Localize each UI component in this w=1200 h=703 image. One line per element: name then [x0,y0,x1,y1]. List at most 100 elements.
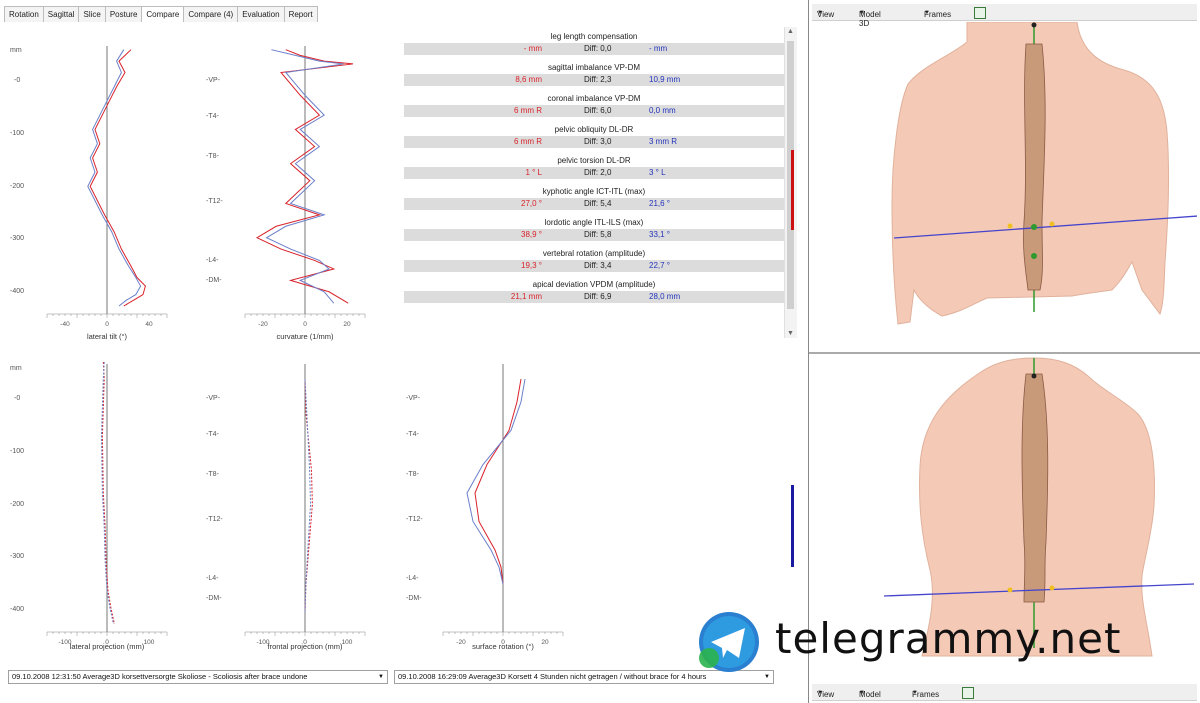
tab-compare-4[interactable]: Compare (4) [183,6,239,22]
metric-before-value: 6 mm R [514,106,542,115]
level-axis-top: -VP- -T4- -T8- -T12- -L4- -DM- [200,44,230,314]
pelvis-plane [893,215,1199,239]
view-toolbar-bottom: View ▼ Model ▼ Frames ▼ [812,684,1197,701]
scroll-down-icon[interactable]: ▼ [787,330,794,337]
view-toolbar-top: View ▼ Model 3D ▼ Frames ▼ [812,4,1197,28]
metric-diff-value: Diff: 3,4 [584,261,612,270]
telegram-logo-icon [699,612,759,672]
level-label: -T12- [206,198,223,205]
scroll-up-icon[interactable]: ▲ [787,28,794,35]
level-label: -L4- [206,575,219,582]
metric-title: pelvic torsion DL-DR [557,156,631,165]
lateral-projection-chart: -100 0 100 lateral projection (mm) [42,361,172,662]
metric-diff-value: Diff: 6,0 [584,106,612,115]
model-3d-view-bottom[interactable] [812,356,1197,682]
metric-row: vertebral rotation (amplitude) 19,3 ° Di… [404,245,784,276]
metric-values: 8,6 mm Diff: 2,3 10,9 mm [404,74,784,86]
metric-after-value: 28,0 mm [649,292,681,301]
level-label: -T4- [406,431,420,438]
metric-after-value: - mm [649,44,668,53]
frontal-projection-xlabel: frontal projection (mm) [267,642,343,651]
metric-title: coronal imbalance VP-DM [547,94,641,103]
metric-diff-value: Diff: 5,4 [584,199,612,208]
spine-model [1021,373,1049,603]
surface-rotation-chart: -20 0 20 surface rotation (°) [438,362,568,662]
depth-axis-bottom: mm -0 -100 -200 -300 -400 [4,362,44,632]
metric-after-value: 3 mm R [649,137,677,146]
model-3d-view-top[interactable] [812,21,1199,350]
tab-compare[interactable]: Compare [141,6,185,22]
x-tick-label: 0 [303,639,307,646]
x-tick-label: 0 [501,639,505,646]
depth-tick: -300 [10,235,24,242]
metric-after-value: 3 ° L [649,168,666,177]
level-label: -T4- [206,113,220,120]
metric-row: coronal imbalance VP-DM 6 mm R Diff: 6,0… [404,90,784,121]
x-tick-label: 0 [105,639,109,646]
depth-tick: -100 [10,448,24,455]
axis-unit-label: mm [10,365,22,372]
metric-row: pelvic obliquity DL-DR 6 mm R Diff: 3,0 … [404,121,784,152]
metric-diff-value: Diff: 5,8 [584,230,612,239]
chevron-down-icon: ▼ [378,674,384,680]
level-label: -VP- [206,395,221,402]
metric-diff-value: Diff: 2,0 [584,168,612,177]
chevron-down-icon: ▼ [924,10,930,16]
dataset-select-left[interactable]: 09.10.2008 12:31:50 Average3D korsettver… [8,670,388,684]
tab-posture[interactable]: Posture [104,6,143,22]
metric-diff-value: Diff: 0,0 [584,44,612,53]
x-tick-label: 100 [144,639,155,646]
metrics-scrollbar[interactable]: ▲ ▼ [784,27,797,338]
metric-before-value: 6 mm R [514,137,542,146]
metric-before-value: 27,0 ° [521,199,542,208]
tab-report[interactable]: Report [283,6,318,22]
metric-after-value: 33,1 ° [649,230,670,239]
metrics-table: leg length compensation - mm Diff: 0,0 -… [404,28,784,307]
depth-tick: -0 [14,77,20,84]
metric-before-value: 21,1 mm [510,292,542,301]
chevron-down-icon: ▼ [859,690,865,696]
chevron-down-icon: ▼ [859,10,865,16]
series-line-after [265,49,344,304]
metric-title: sagittal imbalance VP-DM [547,63,641,72]
metric-before-value: 1 ° L [525,168,542,177]
series-line-before [474,379,522,585]
metric-row: apical deviation VPDM (amplitude) 21,1 m… [404,276,784,307]
view-divider[interactable] [809,352,1200,354]
level-label: -L4- [206,257,219,264]
depth-tick: -400 [10,288,24,295]
tab-rotation[interactable]: Rotation [4,6,44,22]
tab-sagittal[interactable]: Sagittal [42,6,80,22]
level-label: -T8- [206,153,220,160]
metric-title: leg length compensation [550,32,638,41]
snapshot-icon[interactable] [974,7,986,19]
series-line-before [89,49,146,307]
x-tick-label: 20 [541,639,549,646]
before-indicator-bar [791,150,794,230]
chevron-down-icon: ▼ [912,690,918,696]
level-label: -VP- [406,395,421,402]
dataset-select-right[interactable]: 09.10.2008 16:29:09 Average3D Korsett 4 … [394,670,774,684]
curvature-xlabel: curvature (1/mm) [276,332,334,341]
metric-values: 6 mm R Diff: 3,0 3 mm R [404,136,784,148]
metric-title: kyphotic angle ICT-ITL (max) [542,187,646,196]
x-tick-label: -20 [258,321,268,328]
frontal-projection-chart: -100 0 100 frontal projection (mm) [240,362,370,662]
metric-after-value: 10,9 mm [649,75,681,84]
chevron-down-icon: ▼ [817,10,823,16]
depth-tick: -300 [10,553,24,560]
series-line-after [466,379,526,585]
depth-axis-top: mm -0 -100 -200 -300 -400 [4,44,44,314]
x-tick-label: 100 [342,639,353,646]
tab-slice[interactable]: Slice [78,6,106,22]
after-indicator-bar [791,485,794,567]
x-tick-label: 0 [303,321,307,328]
scroll-thumb[interactable] [787,41,794,309]
pane-divider[interactable] [808,0,809,703]
tab-evaluation[interactable]: Evaluation [237,6,285,22]
metric-after-value: 22,7 ° [649,261,670,270]
metric-after-value: 0,0 mm [649,106,676,115]
metric-values: 38,9 ° Diff: 5,8 33,1 ° [404,229,784,241]
snapshot-icon[interactable] [962,687,974,699]
metric-values: 1 ° L Diff: 2,0 3 ° L [404,167,784,179]
